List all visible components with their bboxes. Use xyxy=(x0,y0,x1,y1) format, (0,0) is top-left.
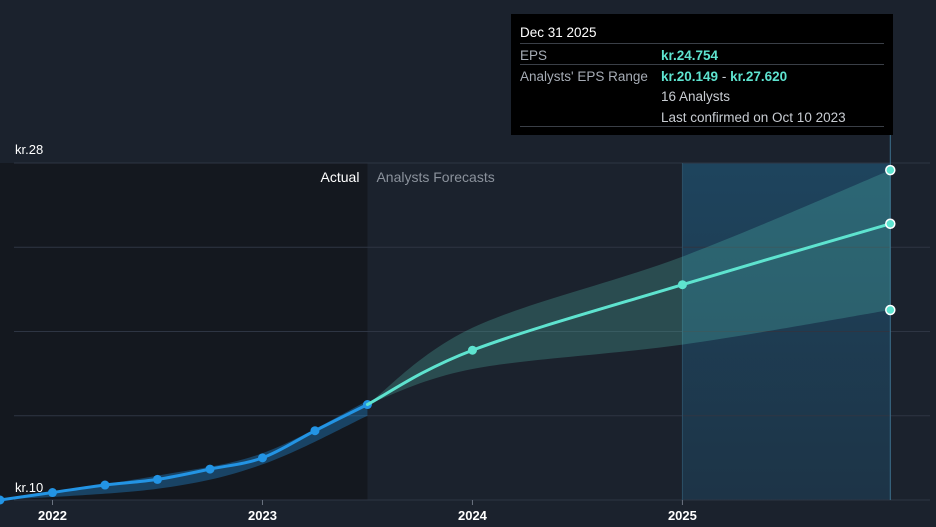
x-tick-label: 2024 xyxy=(458,508,488,523)
tooltip-range-value: kr.20.149 - kr.27.620 xyxy=(661,69,787,84)
actual-range-band xyxy=(0,400,368,500)
forecast-range-band xyxy=(367,170,891,405)
tooltip-row-eps: EPS kr.24.754 xyxy=(520,43,884,64)
forecast-eps-point xyxy=(677,280,687,290)
forecast-eps-point xyxy=(467,345,477,355)
tooltip-confirmed: Last confirmed on Oct 10 2023 xyxy=(661,110,846,125)
tooltip-row-range: Analysts' EPS Range kr.20.149 - kr.27.62… xyxy=(520,64,884,85)
tooltip-eps-value: kr.24.754 xyxy=(661,48,719,63)
actual-eps-point xyxy=(0,495,5,505)
actual-eps-point xyxy=(47,488,57,498)
tooltip-analysts: 16 Analysts xyxy=(661,89,731,104)
forecast-eps-line xyxy=(365,222,892,407)
y-tick-label-top: kr.28 xyxy=(15,142,43,157)
x-tick-label: 2025 xyxy=(668,508,697,523)
tooltip-range-label: Analysts' EPS Range xyxy=(520,69,648,84)
forecast-section-label: Analysts Forecasts xyxy=(376,169,494,185)
actual-section-label: Actual xyxy=(321,169,360,185)
tooltip-row-analysts: 16 Analysts xyxy=(520,85,884,105)
range-low-point xyxy=(885,304,896,316)
actual-eps-point xyxy=(205,464,215,474)
actual-eps-point xyxy=(152,474,162,484)
tooltip-range-high: kr.27.620 xyxy=(730,69,788,84)
tooltip-eps-label: EPS xyxy=(520,48,548,63)
tooltip-range-sep: - xyxy=(718,69,731,84)
tooltip-range-low: kr.20.149 xyxy=(661,69,719,84)
x-tick-label: 2023 xyxy=(248,508,277,523)
range-high-point xyxy=(885,164,896,176)
tooltip-date: Dec 31 2025 xyxy=(520,25,597,40)
x-tick-label: 2022 xyxy=(38,508,67,523)
eps-tooltip: Dec 31 2025 EPS kr.24.754 Analysts' EPS … xyxy=(511,14,893,135)
y-tick-label-bottom: kr.10 xyxy=(15,480,43,495)
actual-eps-point xyxy=(100,480,110,490)
tooltip-row-confirmed: Last confirmed on Oct 10 2023 xyxy=(520,106,884,127)
actual-eps-point xyxy=(257,453,267,463)
forecast-eps-point xyxy=(885,218,896,230)
actual-eps-point xyxy=(310,426,320,436)
